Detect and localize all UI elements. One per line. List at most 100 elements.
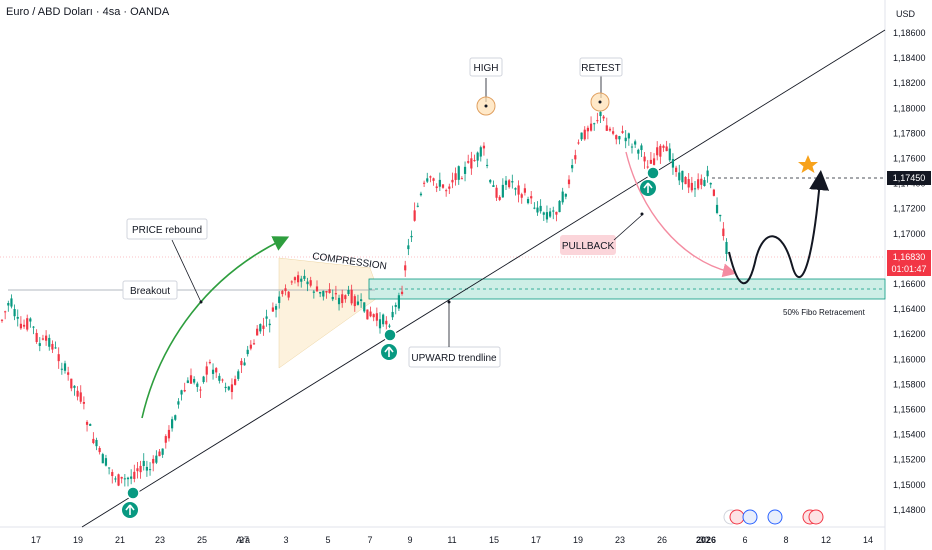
candle — [429, 176, 432, 178]
up-arrow-icon — [125, 504, 135, 515]
price-tick: 1,15000 — [893, 480, 926, 490]
candle — [457, 166, 460, 180]
candle — [117, 474, 120, 486]
candle — [451, 179, 454, 183]
upward-trendline — [81, 29, 886, 528]
candle — [489, 179, 492, 183]
candle — [70, 378, 73, 389]
candle — [259, 324, 262, 332]
candle — [545, 212, 549, 220]
price-tick: 1,17000 — [893, 229, 926, 239]
candle — [265, 316, 268, 319]
candle — [60, 368, 63, 370]
candle — [498, 196, 501, 200]
candle — [656, 147, 659, 156]
candle — [675, 167, 678, 173]
candle — [697, 179, 700, 189]
candle — [567, 179, 571, 185]
candle — [662, 145, 665, 148]
time-tick: 26 — [657, 535, 667, 545]
price-rebound-label[interactable]: PRICE rebound — [126, 218, 208, 304]
candle — [123, 478, 126, 480]
candle — [564, 193, 567, 197]
target-price-text: 1,17450 — [893, 173, 926, 183]
candle — [391, 311, 394, 318]
candle — [630, 146, 634, 148]
candle — [268, 323, 271, 326]
retest-label[interactable]: RETEST — [579, 57, 623, 77]
upward-trendline-text: UPWARD trendline — [411, 353, 497, 364]
price-tick: 1,16400 — [893, 304, 926, 314]
candle — [501, 184, 504, 198]
time-tick: 6 — [742, 535, 747, 545]
candle — [7, 303, 10, 306]
candle — [186, 380, 189, 383]
up-arrow-icon — [384, 346, 394, 357]
candle — [234, 379, 237, 385]
candle — [526, 199, 530, 204]
candle — [372, 314, 375, 318]
candle — [624, 137, 627, 142]
candle — [249, 344, 252, 349]
candle — [22, 324, 26, 327]
candle — [671, 159, 675, 168]
candle — [199, 389, 202, 391]
candle — [385, 320, 388, 325]
price-tick: 1,18400 — [893, 53, 926, 63]
candle — [85, 421, 89, 425]
candle — [45, 335, 48, 341]
candle — [35, 332, 38, 343]
candle — [287, 291, 290, 298]
high-label[interactable]: HIGH — [469, 57, 503, 77]
candle — [445, 190, 448, 192]
candle — [312, 291, 315, 293]
candle — [211, 369, 215, 374]
candle — [520, 194, 523, 198]
candle — [571, 165, 574, 169]
candle — [448, 186, 451, 189]
price-tick: 1,16600 — [893, 279, 926, 289]
candle — [32, 326, 35, 328]
candle — [344, 295, 347, 300]
economic-events[interactable] — [723, 509, 824, 525]
candle — [605, 125, 608, 131]
candle — [539, 205, 542, 212]
candle — [419, 193, 423, 196]
candle — [322, 290, 325, 297]
candle — [10, 298, 13, 307]
time-tick: 5 — [325, 535, 330, 545]
candle — [715, 204, 719, 213]
candle — [256, 328, 259, 336]
breakout-label[interactable]: Breakout — [122, 280, 178, 300]
time-tick: 7 — [367, 535, 372, 545]
candle — [174, 415, 177, 420]
candle — [347, 290, 350, 295]
candle — [640, 145, 643, 151]
candle — [300, 278, 303, 282]
candle — [353, 296, 356, 307]
upward-trendline-label[interactable]: UPWARD trendline — [408, 300, 501, 368]
candle — [196, 383, 199, 387]
candle — [404, 265, 407, 271]
target-star-icon — [798, 155, 818, 173]
candle — [649, 159, 652, 164]
pullback-label[interactable]: PULLBACK — [560, 212, 644, 256]
candle — [152, 458, 155, 464]
candle — [511, 181, 514, 183]
time-tick: 23 — [615, 535, 625, 545]
candle — [668, 148, 671, 161]
candle — [133, 471, 136, 479]
candle — [158, 451, 161, 457]
time-tick: 9 — [407, 535, 412, 545]
candle — [634, 141, 637, 145]
candle — [530, 196, 533, 199]
eu-flag-icon — [767, 509, 783, 525]
candle — [615, 135, 618, 140]
candle — [82, 401, 85, 404]
candle — [319, 291, 322, 294]
candle — [517, 185, 520, 195]
candle — [79, 392, 82, 402]
candle — [552, 210, 555, 212]
